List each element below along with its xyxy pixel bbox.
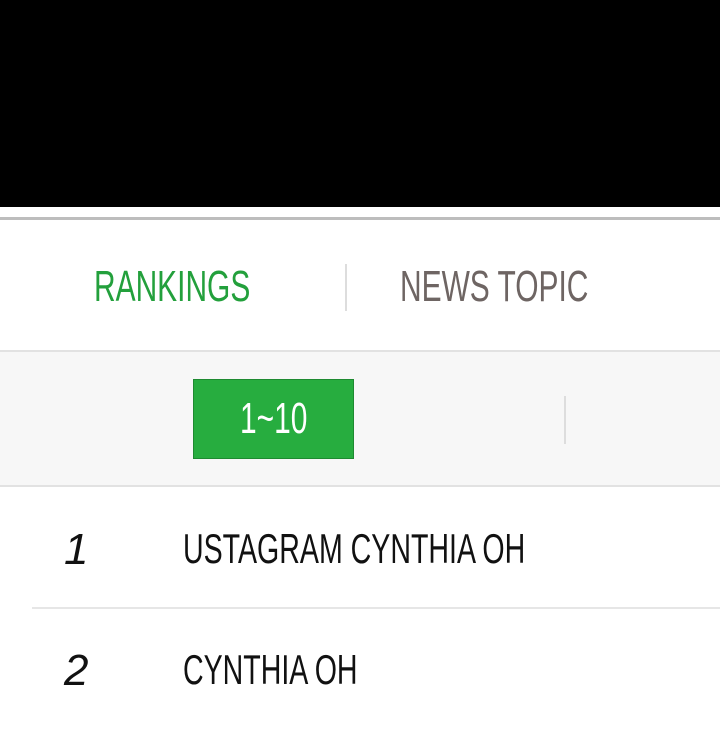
- black-panel: [0, 0, 720, 207]
- tab-label: NEWS TOPIC: [400, 262, 589, 311]
- ranking-name: USTAGRAM CYNTHIA OH: [183, 525, 526, 572]
- row-divider: [32, 607, 720, 609]
- tab-divider: [345, 264, 347, 311]
- tab-news-topic[interactable]: NEWS TOPIC: [400, 262, 677, 312]
- ranking-name: CYNTHIA OH: [183, 646, 358, 693]
- ranking-row[interactable]: 2 CYNTHIA OH: [0, 609, 720, 729]
- range-bar: [0, 350, 720, 487]
- range-divider: [564, 396, 566, 444]
- tab-label: RANKINGS: [94, 262, 251, 311]
- rank-number: 2: [64, 646, 89, 695]
- tab-rankings[interactable]: RANKINGS: [94, 262, 324, 312]
- ranking-row[interactable]: 1 USTAGRAM CYNTHIA OH: [0, 487, 720, 607]
- range-label: 1~10: [240, 394, 308, 443]
- range-button-1-10[interactable]: 1~10: [193, 379, 354, 459]
- rank-number: 1: [64, 525, 89, 574]
- top-divider: [0, 207, 720, 220]
